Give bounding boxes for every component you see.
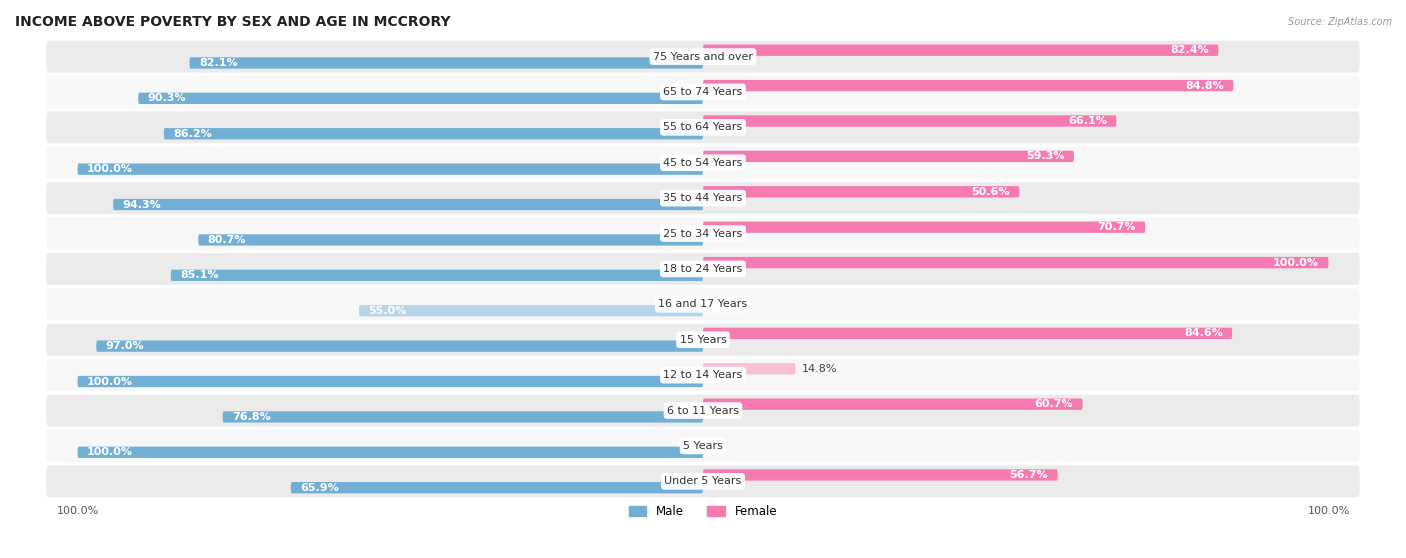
- Text: 85.1%: 85.1%: [180, 270, 218, 280]
- Text: 65 to 74 Years: 65 to 74 Years: [664, 87, 742, 97]
- Text: 14.8%: 14.8%: [801, 364, 838, 374]
- Text: 94.3%: 94.3%: [122, 200, 162, 210]
- FancyBboxPatch shape: [46, 430, 1360, 462]
- FancyBboxPatch shape: [46, 359, 1360, 391]
- Text: 100.0%: 100.0%: [87, 164, 134, 174]
- FancyBboxPatch shape: [96, 340, 703, 352]
- Text: 100.0%: 100.0%: [87, 377, 134, 387]
- FancyBboxPatch shape: [703, 186, 1019, 198]
- FancyBboxPatch shape: [77, 163, 703, 175]
- Text: 35 to 44 Years: 35 to 44 Years: [664, 193, 742, 203]
- FancyBboxPatch shape: [165, 128, 703, 140]
- FancyBboxPatch shape: [46, 218, 1360, 249]
- Text: Source: ZipAtlas.com: Source: ZipAtlas.com: [1288, 17, 1392, 27]
- FancyBboxPatch shape: [77, 446, 703, 458]
- FancyBboxPatch shape: [703, 45, 1219, 56]
- FancyBboxPatch shape: [703, 398, 1083, 410]
- Text: 56.7%: 56.7%: [1010, 470, 1049, 480]
- Text: 59.3%: 59.3%: [1026, 151, 1064, 161]
- FancyBboxPatch shape: [703, 80, 1233, 92]
- Text: 82.1%: 82.1%: [198, 58, 238, 68]
- Text: 80.7%: 80.7%: [208, 235, 246, 245]
- FancyBboxPatch shape: [291, 482, 703, 493]
- Text: 86.2%: 86.2%: [173, 129, 212, 139]
- Text: 66.1%: 66.1%: [1069, 116, 1107, 126]
- Text: 55 to 64 Years: 55 to 64 Years: [664, 122, 742, 132]
- Text: 100.0%: 100.0%: [1272, 258, 1319, 268]
- Text: 84.6%: 84.6%: [1184, 328, 1223, 338]
- FancyBboxPatch shape: [46, 395, 1360, 426]
- FancyBboxPatch shape: [170, 270, 703, 281]
- FancyBboxPatch shape: [703, 151, 1074, 162]
- FancyBboxPatch shape: [77, 376, 703, 387]
- FancyBboxPatch shape: [703, 257, 1329, 268]
- FancyBboxPatch shape: [46, 288, 1360, 320]
- Text: 25 to 34 Years: 25 to 34 Years: [664, 229, 742, 239]
- FancyBboxPatch shape: [46, 182, 1360, 214]
- FancyBboxPatch shape: [114, 199, 703, 210]
- Legend: Male, Female: Male, Female: [624, 501, 782, 523]
- Text: 100.0%: 100.0%: [87, 448, 134, 458]
- Text: 12 to 14 Years: 12 to 14 Years: [664, 370, 742, 380]
- FancyBboxPatch shape: [46, 465, 1360, 497]
- FancyBboxPatch shape: [359, 305, 703, 316]
- Text: 50.6%: 50.6%: [972, 187, 1010, 197]
- Text: 6 to 11 Years: 6 to 11 Years: [666, 406, 740, 416]
- FancyBboxPatch shape: [46, 324, 1360, 355]
- FancyBboxPatch shape: [703, 222, 1146, 233]
- FancyBboxPatch shape: [46, 147, 1360, 179]
- FancyBboxPatch shape: [46, 253, 1360, 285]
- Text: 90.3%: 90.3%: [148, 93, 186, 103]
- Text: 97.0%: 97.0%: [105, 341, 145, 351]
- Text: Under 5 Years: Under 5 Years: [665, 477, 741, 487]
- FancyBboxPatch shape: [703, 328, 1232, 339]
- FancyBboxPatch shape: [703, 363, 796, 374]
- Text: 76.8%: 76.8%: [232, 412, 271, 422]
- Text: 84.8%: 84.8%: [1185, 80, 1225, 90]
- Text: 60.7%: 60.7%: [1035, 399, 1073, 409]
- Text: INCOME ABOVE POVERTY BY SEX AND AGE IN MCCRORY: INCOME ABOVE POVERTY BY SEX AND AGE IN M…: [15, 15, 451, 29]
- FancyBboxPatch shape: [703, 116, 1116, 127]
- Text: 65.9%: 65.9%: [301, 483, 339, 493]
- FancyBboxPatch shape: [198, 234, 703, 246]
- FancyBboxPatch shape: [138, 93, 703, 104]
- Text: 18 to 24 Years: 18 to 24 Years: [664, 264, 742, 274]
- FancyBboxPatch shape: [190, 57, 703, 69]
- Text: 16 and 17 Years: 16 and 17 Years: [658, 299, 748, 309]
- FancyBboxPatch shape: [46, 112, 1360, 143]
- Text: 70.7%: 70.7%: [1097, 222, 1136, 232]
- Text: 55.0%: 55.0%: [368, 306, 406, 316]
- FancyBboxPatch shape: [703, 469, 1057, 480]
- Text: 45 to 54 Years: 45 to 54 Years: [664, 158, 742, 168]
- Text: 82.4%: 82.4%: [1170, 45, 1209, 55]
- Text: 5 Years: 5 Years: [683, 441, 723, 451]
- FancyBboxPatch shape: [46, 41, 1360, 73]
- Text: 15 Years: 15 Years: [679, 335, 727, 345]
- FancyBboxPatch shape: [222, 411, 703, 422]
- Text: 75 Years and over: 75 Years and over: [652, 51, 754, 61]
- FancyBboxPatch shape: [46, 76, 1360, 108]
